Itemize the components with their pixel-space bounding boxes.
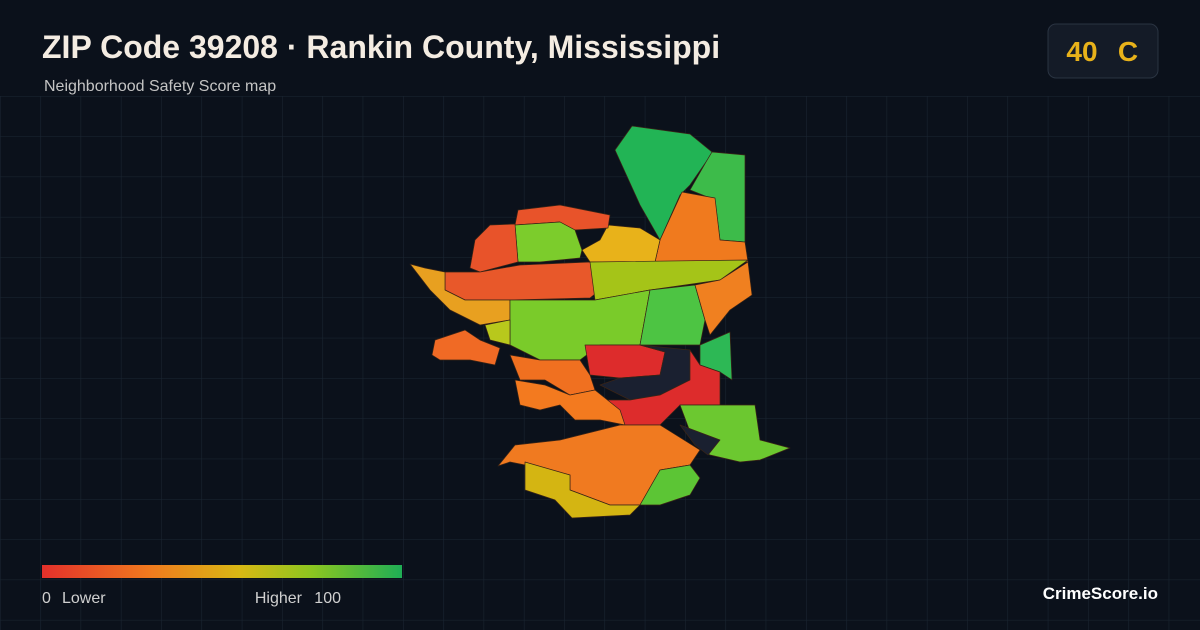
score-grade: C (1118, 36, 1138, 67)
region (469, 223, 519, 273)
legend-max: 100 (314, 590, 341, 607)
legend: 0 Lower Higher 100 (42, 565, 402, 607)
title: ZIP Code 39208 · Rankin County, Mississi… (42, 29, 720, 65)
badge-box (1047, 23, 1159, 79)
legend-min: 0 (42, 590, 51, 607)
legend-min-label: Lower (62, 590, 106, 607)
region (679, 424, 721, 456)
region (639, 464, 701, 506)
region (614, 125, 713, 241)
legend-scale (42, 565, 402, 578)
region (699, 331, 733, 381)
map (409, 125, 791, 519)
score-badge: 40 C (1047, 23, 1159, 79)
brand: CrimeScore.io (1043, 584, 1158, 603)
region (584, 344, 666, 379)
region (514, 379, 626, 426)
region (639, 284, 706, 346)
region (514, 221, 583, 263)
region (484, 319, 511, 346)
region (431, 329, 501, 366)
subtitle: Neighborhood Safety Score map (44, 78, 276, 95)
region (524, 461, 641, 519)
region (694, 261, 753, 336)
score-value: 40 (1066, 36, 1097, 67)
legend-max-label: Higher (255, 590, 303, 607)
region (589, 259, 749, 301)
